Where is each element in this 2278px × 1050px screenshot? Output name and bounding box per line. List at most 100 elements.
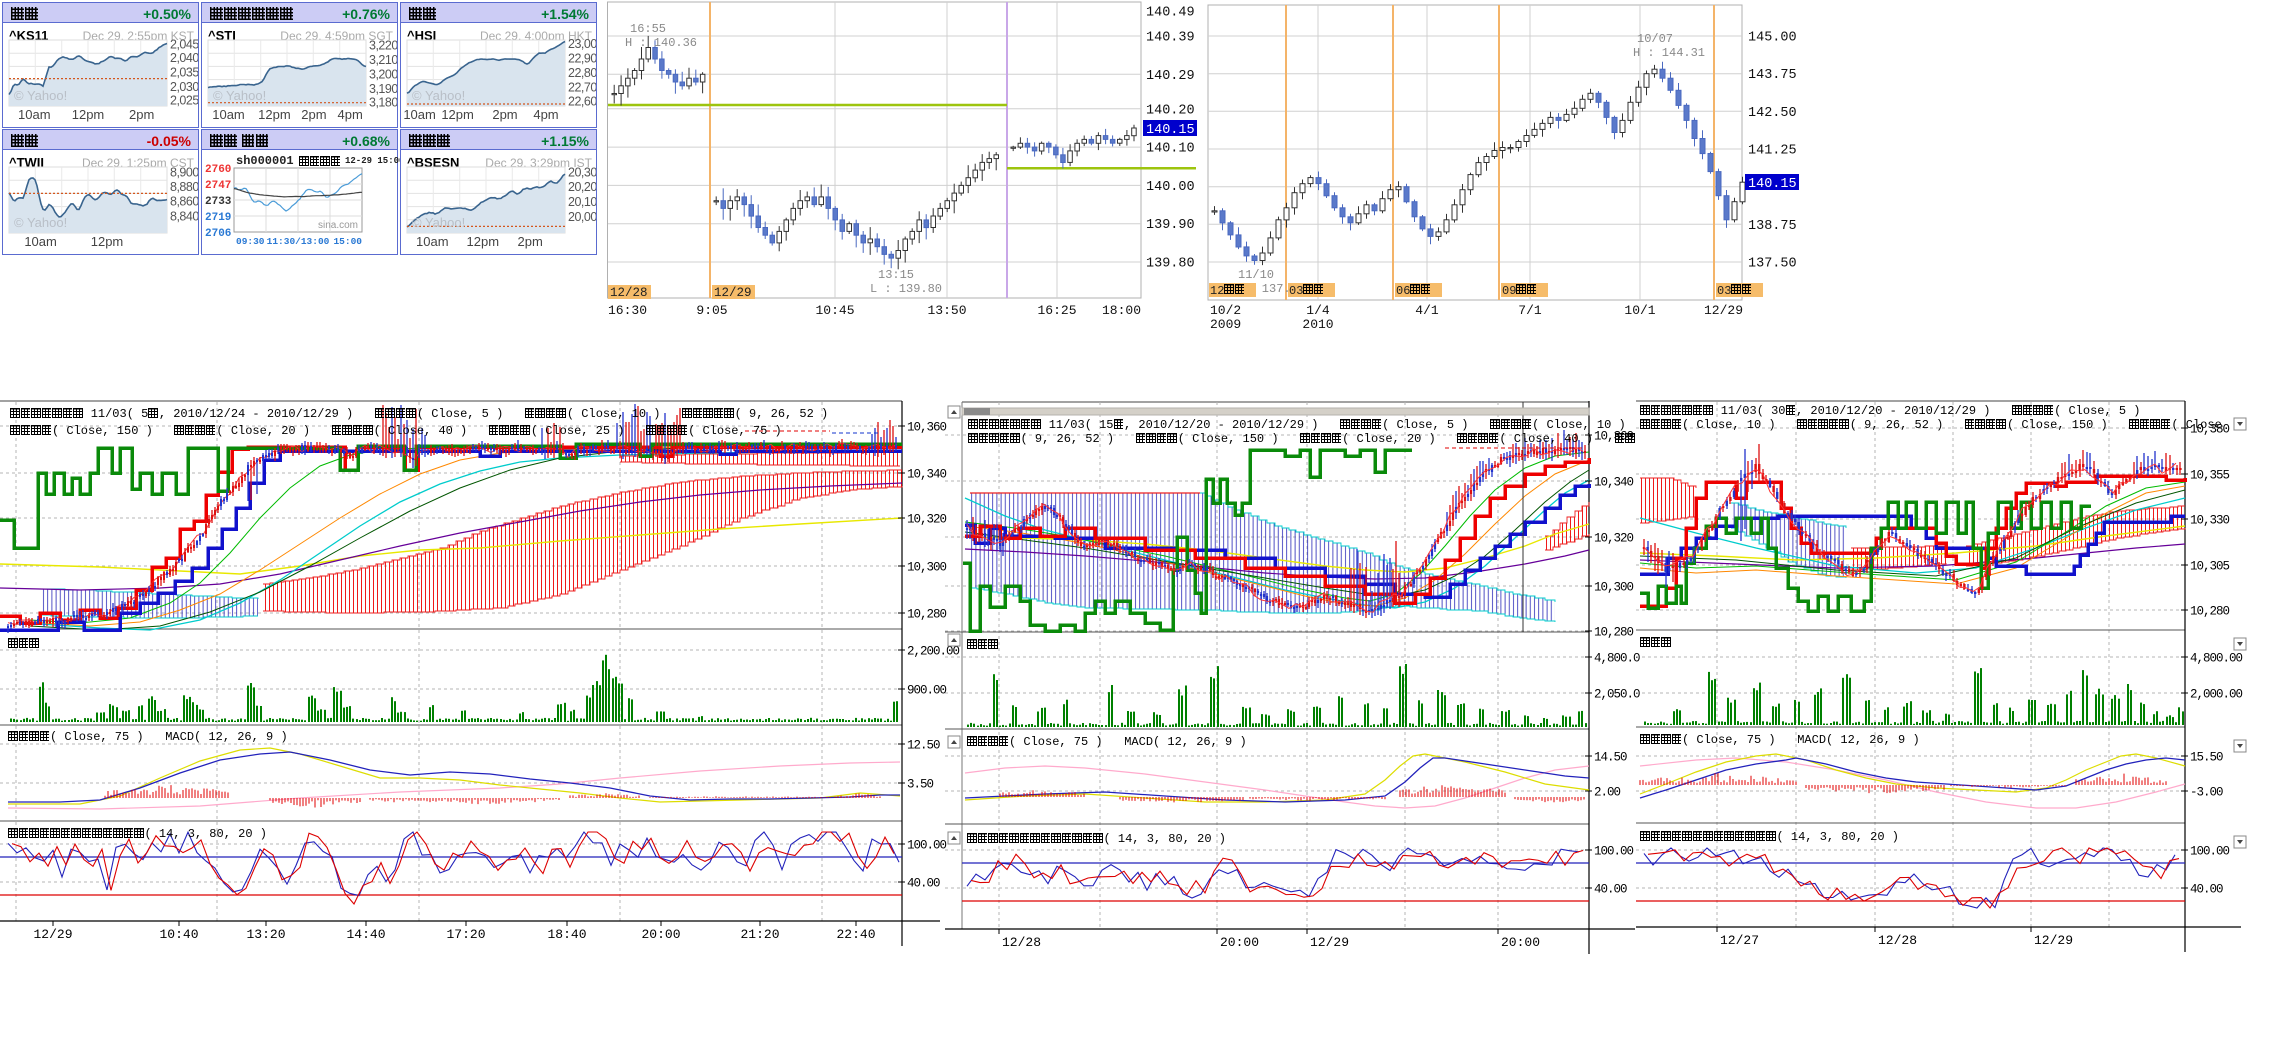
- svg-text:139.90: 139.90: [1146, 218, 1195, 233]
- svg-text:2706: 2706: [205, 228, 231, 240]
- svg-text:8,840: 8,840: [170, 210, 198, 224]
- svg-text:142.50: 142.50: [1748, 106, 1797, 121]
- svg-text:17:20: 17:20: [446, 927, 485, 942]
- svg-text:23,000: 23,000: [568, 37, 596, 51]
- svg-text:10,340: 10,340: [907, 468, 947, 482]
- svg-text:10,340: 10,340: [1594, 476, 1634, 490]
- svg-text:140.15: 140.15: [1146, 123, 1195, 138]
- svg-text:2pm: 2pm: [301, 107, 326, 122]
- svg-text:18:40: 18:40: [547, 927, 586, 942]
- svg-text:10/07: 10/07: [1637, 32, 1673, 46]
- svg-text:© Yahoo!: © Yahoo!: [14, 88, 67, 103]
- svg-text:-3.00: -3.00: [2190, 786, 2223, 800]
- svg-text:2,045: 2,045: [170, 38, 198, 52]
- svg-text:20,300: 20,300: [568, 165, 596, 179]
- svg-text:11:30/13:00: 11:30/13:00: [267, 236, 330, 247]
- svg-text:10am: 10am: [18, 107, 51, 122]
- svg-text:© Yahoo!: © Yahoo!: [14, 215, 67, 230]
- svg-text:143.75: 143.75: [1748, 68, 1797, 83]
- svg-text:15.50: 15.50: [2190, 751, 2223, 765]
- svg-text:8,860: 8,860: [170, 194, 198, 208]
- svg-text:10,360: 10,360: [1594, 430, 1634, 444]
- svg-text:09: 09: [1502, 284, 1516, 298]
- svg-text:10,320: 10,320: [907, 513, 947, 527]
- svg-text:12/29: 12/29: [2034, 933, 2073, 948]
- svg-text:10,320: 10,320: [1594, 532, 1634, 546]
- svg-text:H : 140.36: H : 140.36: [625, 36, 697, 50]
- svg-text:10am: 10am: [212, 107, 245, 122]
- svg-text:2009: 2009: [1210, 317, 1241, 332]
- svg-text:10am: 10am: [416, 234, 449, 249]
- svg-text:2719: 2719: [205, 212, 231, 224]
- svg-text:13:50: 13:50: [927, 303, 966, 318]
- svg-text:10/1: 10/1: [1624, 303, 1655, 318]
- svg-text:10,300: 10,300: [907, 561, 947, 575]
- svg-text:10,280: 10,280: [2190, 605, 2230, 619]
- svg-text:sina.com: sina.com: [318, 220, 358, 231]
- svg-text:2pm: 2pm: [492, 107, 517, 122]
- svg-text:40.00: 40.00: [907, 877, 940, 891]
- svg-text:7/1: 7/1: [1518, 303, 1542, 318]
- svg-text:3,180: 3,180: [369, 96, 397, 110]
- svg-text:140.10: 140.10: [1146, 142, 1195, 157]
- svg-text:4,800.0: 4,800.0: [1594, 652, 1640, 666]
- svg-text:3,190: 3,190: [369, 82, 397, 96]
- svg-text:03: 03: [1289, 284, 1303, 298]
- svg-text:10,380: 10,380: [2190, 423, 2230, 437]
- svg-text:4,800.00: 4,800.00: [2190, 652, 2243, 666]
- svg-text:140.49: 140.49: [1146, 6, 1195, 21]
- svg-text:2733: 2733: [205, 196, 232, 208]
- svg-text:141.25: 141.25: [1748, 144, 1797, 159]
- svg-text:12pm: 12pm: [72, 107, 105, 122]
- svg-text:20:00: 20:00: [1501, 935, 1540, 950]
- svg-text:100.00: 100.00: [907, 839, 947, 853]
- svg-text:2,000.00: 2,000.00: [2190, 688, 2243, 702]
- svg-text:2,200.00: 2,200.00: [907, 645, 960, 659]
- svg-text:12/29: 12/29: [714, 286, 752, 300]
- svg-text:4pm: 4pm: [533, 107, 558, 122]
- svg-text:3,200: 3,200: [369, 67, 397, 81]
- svg-text:2,030: 2,030: [170, 80, 198, 94]
- svg-text:12pm: 12pm: [91, 234, 124, 249]
- svg-text:12/29: 12/29: [33, 927, 72, 942]
- svg-text:18:00: 18:00: [1102, 303, 1141, 318]
- svg-text:2pm: 2pm: [518, 234, 543, 249]
- svg-text:12pm: 12pm: [441, 107, 474, 122]
- svg-text:10/2: 10/2: [1210, 303, 1241, 318]
- svg-text:22,600: 22,600: [568, 94, 596, 108]
- svg-text:140.29: 140.29: [1146, 69, 1195, 84]
- svg-text:10,300: 10,300: [1594, 581, 1634, 595]
- svg-text:12.50: 12.50: [907, 739, 940, 753]
- svg-text:16:55: 16:55: [630, 22, 666, 36]
- svg-text:10,280: 10,280: [1594, 626, 1634, 640]
- svg-text:22:40: 22:40: [836, 927, 875, 942]
- svg-text:9:05: 9:05: [696, 303, 727, 318]
- svg-text:10,330: 10,330: [2190, 514, 2230, 528]
- svg-text:40.00: 40.00: [1594, 883, 1627, 897]
- svg-text:10,280: 10,280: [907, 608, 947, 622]
- svg-text:3,220: 3,220: [369, 38, 397, 52]
- svg-text:06: 06: [1396, 284, 1410, 298]
- svg-text:10am: 10am: [403, 107, 436, 122]
- svg-text:09:30: 09:30: [236, 236, 265, 247]
- svg-text:138.75: 138.75: [1748, 219, 1797, 234]
- svg-text:11/10: 11/10: [1238, 268, 1274, 282]
- svg-text:2,035: 2,035: [170, 65, 198, 79]
- svg-text:14.50: 14.50: [1594, 751, 1627, 765]
- svg-text:20,000: 20,000: [568, 210, 596, 224]
- svg-text:12: 12: [1210, 284, 1224, 298]
- svg-text:12/27: 12/27: [1720, 933, 1759, 948]
- svg-text:L : 139.80: L : 139.80: [870, 282, 942, 296]
- svg-text:03: 03: [1717, 284, 1731, 298]
- svg-text:20:00: 20:00: [1220, 935, 1259, 950]
- svg-text:15:00: 15:00: [333, 236, 362, 247]
- svg-text:900.00: 900.00: [907, 684, 947, 698]
- svg-text:13:15: 13:15: [878, 268, 914, 282]
- svg-text:20,200: 20,200: [568, 180, 596, 194]
- svg-text:14:40: 14:40: [346, 927, 385, 942]
- svg-text:12/28: 12/28: [1002, 935, 1041, 950]
- svg-text:3,210: 3,210: [369, 53, 397, 67]
- svg-text:140.15: 140.15: [1748, 177, 1797, 192]
- svg-text:© Yahoo!: © Yahoo!: [412, 215, 465, 230]
- svg-text:16:25: 16:25: [1037, 303, 1076, 318]
